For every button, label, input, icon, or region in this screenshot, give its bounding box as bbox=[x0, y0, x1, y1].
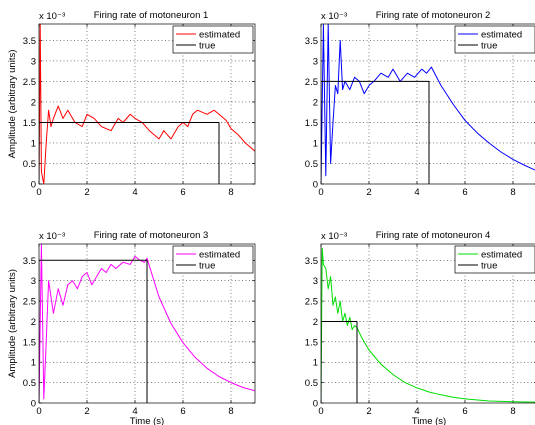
y-tick-label: 1.5 bbox=[23, 337, 36, 348]
y-exponent-label: x 10⁻³ bbox=[321, 11, 347, 22]
y-tick-label: 3.5 bbox=[23, 36, 36, 47]
series-true-line bbox=[39, 122, 220, 184]
y-tick-label: 0.5 bbox=[305, 159, 318, 170]
axes-frame bbox=[38, 243, 256, 404]
series-true-line bbox=[39, 259, 148, 403]
y-tick-label: 1 bbox=[313, 358, 318, 369]
y-tick-label: 1 bbox=[313, 138, 318, 149]
x-tick-label: 2 bbox=[84, 187, 89, 198]
panel-2: 0 2 4 6 8 0 0.5 1 1.5 2 2.5 3 3.5 x 10⁻³ Firing rate o… bbox=[305, 10, 535, 198]
x-tick-label: 8 bbox=[228, 187, 233, 198]
x-tick-label: 6 bbox=[462, 187, 467, 198]
legend-box bbox=[454, 245, 535, 274]
legend-label-estimated: estimated bbox=[199, 250, 240, 261]
series-estimated-line bbox=[321, 24, 535, 184]
y-tick-label: 0.5 bbox=[305, 378, 318, 389]
y-axis-label: Amplitude (arbitrary units) bbox=[7, 50, 18, 159]
y-tick-label: 2 bbox=[31, 317, 36, 328]
y-exponent-label: x 10⁻³ bbox=[39, 11, 65, 22]
axes-frame bbox=[320, 243, 535, 404]
x-tick-label: 0 bbox=[318, 406, 323, 417]
x-axis-label: Time (s) bbox=[412, 416, 446, 425]
y-tick-label: 2 bbox=[31, 97, 36, 108]
x-tick-label: 2 bbox=[366, 187, 371, 198]
x-tick-label: 4 bbox=[132, 406, 137, 417]
x-tick-label: 4 bbox=[414, 187, 419, 198]
y-tick-label: 1.5 bbox=[305, 337, 318, 348]
series-estimated-line bbox=[39, 244, 255, 403]
y-tick-label: 1.5 bbox=[23, 118, 36, 129]
y-tick-label: 0.5 bbox=[23, 159, 36, 170]
legend-box bbox=[172, 245, 254, 274]
x-tick-label: 0 bbox=[36, 406, 41, 417]
x-axis-label: Time (s) bbox=[130, 416, 164, 425]
legend-label-true: true bbox=[481, 41, 497, 52]
x-tick-label: 2 bbox=[84, 406, 89, 417]
x-tick-label: 8 bbox=[510, 187, 515, 198]
chart-title: Firing rate of motoneuron 1 bbox=[94, 10, 209, 21]
series-true-line bbox=[321, 321, 358, 403]
y-tick-label: 0 bbox=[313, 180, 318, 191]
x-tick-label: 6 bbox=[180, 187, 185, 198]
x-tick-label: 4 bbox=[132, 187, 137, 198]
y-tick-label: 2 bbox=[313, 317, 318, 328]
y-tick-label: 3.5 bbox=[23, 256, 36, 267]
y-tick-label: 0 bbox=[31, 180, 36, 191]
x-tick-label: 0 bbox=[36, 187, 41, 198]
y-axis-label: Amplitude (arbitrary units) bbox=[7, 269, 18, 378]
y-tick-label: 3.5 bbox=[305, 36, 318, 47]
x-tick-label: 8 bbox=[510, 406, 515, 417]
y-tick-label: 1 bbox=[31, 138, 36, 149]
legend-label-estimated: estimated bbox=[481, 30, 522, 41]
axes-frame bbox=[320, 23, 535, 185]
legend-label-estimated: estimated bbox=[481, 250, 522, 261]
y-exponent-label: x 10⁻³ bbox=[39, 231, 65, 242]
x-tick-label: 6 bbox=[462, 406, 467, 417]
y-tick-label: 3.5 bbox=[305, 256, 318, 267]
panel-1: 0 2 4 6 8 0 0.5 1 1.5 2 2.5 3 3.5 x 10⁻³ Firing rate o… bbox=[7, 10, 256, 198]
y-tick-label: 2.5 bbox=[305, 297, 318, 308]
y-tick-label: 0 bbox=[313, 399, 318, 410]
y-tick-label: 1 bbox=[31, 358, 36, 369]
y-tick-label: 2 bbox=[313, 97, 318, 108]
axes-frame bbox=[38, 23, 256, 185]
legend-box bbox=[172, 25, 254, 54]
legend-box bbox=[454, 25, 535, 54]
series-estimated-line bbox=[321, 247, 535, 403]
legend-label-true: true bbox=[481, 261, 497, 272]
x-tick-label: 8 bbox=[228, 406, 233, 417]
y-tick-label: 2.5 bbox=[305, 77, 318, 88]
series-estimated-line bbox=[39, 24, 255, 184]
y-exponent-label: x 10⁻³ bbox=[321, 231, 347, 242]
chart-title: Firing rate of motoneuron 3 bbox=[94, 230, 209, 241]
chart-title: Firing rate of motoneuron 2 bbox=[376, 10, 491, 21]
y-tick-label: 0 bbox=[31, 399, 36, 410]
x-tick-label: 0 bbox=[318, 187, 323, 198]
y-tick-label: 2.5 bbox=[23, 77, 36, 88]
x-tick-label: 6 bbox=[180, 406, 185, 417]
chart-title: Firing rate of motoneuron 4 bbox=[376, 230, 491, 241]
panel-4: 0 2 4 6 8 0 0.5 1 1.5 2 2.5 3 3.5 x 10⁻³ Firing rate o… bbox=[305, 230, 535, 425]
panel-3: 0 2 4 6 8 0 0.5 1 1.5 2 2.5 3 3.5 x 10⁻³ Firing rate o… bbox=[7, 230, 256, 425]
series-true-line bbox=[321, 80, 430, 184]
y-tick-label: 3 bbox=[313, 56, 318, 67]
legend-label-true: true bbox=[199, 261, 215, 272]
legend-label-true: true bbox=[199, 41, 215, 52]
y-tick-label: 1.5 bbox=[305, 118, 318, 129]
y-tick-label: 3 bbox=[31, 276, 36, 287]
y-tick-label: 3 bbox=[31, 56, 36, 67]
y-tick-label: 3 bbox=[313, 276, 318, 287]
x-tick-label: 4 bbox=[414, 406, 419, 417]
legend-label-estimated: estimated bbox=[199, 30, 240, 41]
x-tick-label: 2 bbox=[366, 406, 371, 417]
y-tick-label: 0.5 bbox=[23, 378, 36, 389]
y-tick-label: 2.5 bbox=[23, 297, 36, 308]
